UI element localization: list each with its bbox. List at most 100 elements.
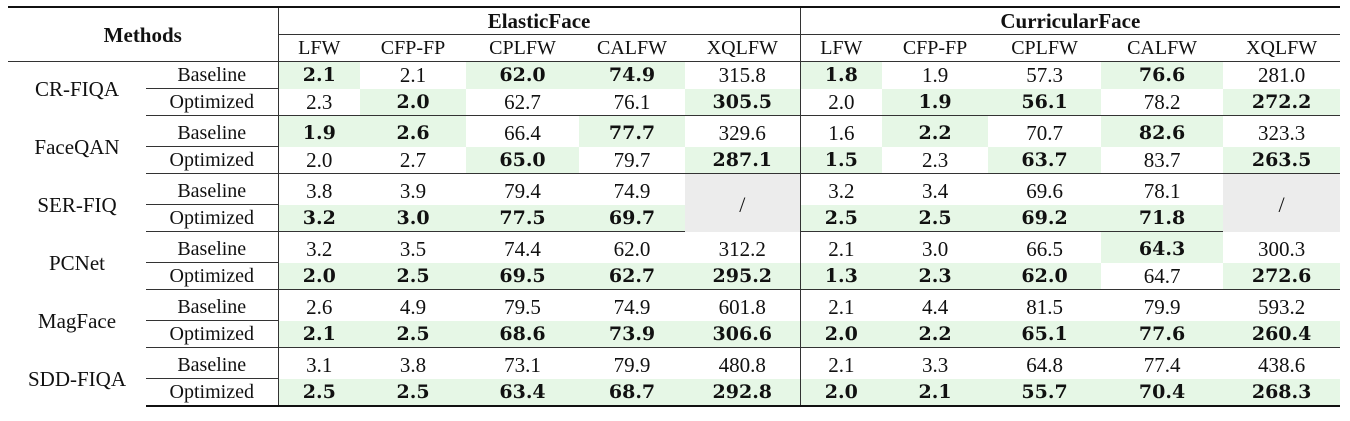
results-table: Methods ElasticFace CurricularFace LFW C… xyxy=(8,6,1341,407)
table-row: FaceQAN Baseline 1.9 2.6 66.4 77.7 329.6 1.6 2.2… xyxy=(8,115,1340,159)
not-applicable-cell: / xyxy=(685,173,801,232)
cell-curricularface-calfw: 78.2 xyxy=(1101,88,1224,116)
column-header-xqlfw: XQLFW xyxy=(685,34,801,62)
cell-elasticface-xqlfw: 287.1 xyxy=(685,146,801,174)
cell-elasticface-cfp-fp: 2.6 xyxy=(360,115,467,147)
column-header-lfw: LFW xyxy=(799,34,883,62)
baseline-label: Baseline xyxy=(146,115,279,147)
results-table-wrapper: Methods ElasticFace CurricularFace LFW C… xyxy=(8,6,1341,407)
cell-elasticface-lfw: 2.1 xyxy=(277,61,361,89)
cell-elasticface-lfw: 3.2 xyxy=(277,231,361,263)
table-row: PCNet Baseline 3.2 3.5 74.4 62.0 312.2 2.1 3.0 66… xyxy=(8,231,1340,275)
cell-curricularface-lfw: 1.5 xyxy=(799,146,883,174)
cell-curricularface-cplfw: 56.1 xyxy=(988,88,1102,116)
cell-elasticface-cplfw: 65.0 xyxy=(466,146,580,174)
method-name: PCNet xyxy=(48,250,105,275)
cell-curricularface-lfw: 2.0 xyxy=(799,88,883,116)
cell-elasticface-cplfw: 79.4 xyxy=(504,179,541,204)
cell-elasticface-cfp-fp: 2.1 xyxy=(399,63,427,88)
cell-elasticface-xqlfw: 305.5 xyxy=(685,88,801,116)
cell-curricularface-lfw: 2.0 xyxy=(799,378,883,407)
cell-curricularface-calfw: 77.4 xyxy=(1143,353,1181,378)
column-header-row: LFW CFP-FP CPLFW CALFW XQLFW LFW CFP-FP … xyxy=(8,34,1341,62)
cell-curricularface-calfw: 79.9 xyxy=(1143,295,1181,320)
cell-curricularface-cfp-fp: 2.5 xyxy=(882,204,989,232)
cell-elasticface-cplfw: 62.0 xyxy=(466,61,580,89)
cell-curricularface-cfp-fp: 2.1 xyxy=(882,378,989,407)
group-header-curricularface: CurricularFace xyxy=(799,7,1341,35)
cell-elasticface-cfp-fp: 4.9 xyxy=(399,295,427,320)
table-row: SER-FIQ Baseline 3.8 3.9 79.4 74.9/3.2 3.4 69.6… xyxy=(8,173,1341,232)
cell-curricularface-cplfw: 70.7 xyxy=(1026,121,1063,146)
cell-elasticface-xqlfw: 315.8 xyxy=(718,63,766,88)
method-name: SDD-FIQA xyxy=(27,366,126,391)
table-row: Optimized 2.0 2.7 65.0 79.7 287.1 1.5 2.3 63.7 83… xyxy=(8,146,1341,174)
cell-curricularface-lfw: 1.6 xyxy=(799,115,883,147)
optimized-label: Optimized xyxy=(146,204,279,232)
cell-elasticface-cfp-fp: 2.5 xyxy=(360,320,467,348)
cell-curricularface-cplfw: 66.5 xyxy=(1026,237,1063,262)
cell-elasticface-calfw: 62.0 xyxy=(613,237,651,262)
column-header-calfw: CALFW xyxy=(579,34,686,62)
cell-curricularface-cfp-fp: 2.3 xyxy=(882,146,989,174)
cell-curricularface-cplfw: 69.6 xyxy=(1026,179,1063,204)
cell-elasticface-lfw: 2.3 xyxy=(277,88,361,116)
cell-elasticface-lfw: 3.8 xyxy=(277,173,361,205)
column-header-cplfw: CPLFW xyxy=(466,34,580,62)
cell-elasticface-calfw: 74.9 xyxy=(613,179,651,204)
cell-curricularface-xqlfw: 260.4 xyxy=(1223,320,1341,348)
cell-curricularface-lfw: 2.0 xyxy=(799,320,883,348)
cell-elasticface-xqlfw: 312.2 xyxy=(718,237,766,261)
method-name: CR-FIQA xyxy=(34,76,119,101)
cell-curricularface-cplfw: 62.0 xyxy=(988,262,1102,290)
cell-curricularface-cfp-fp: 2.2 xyxy=(882,320,989,348)
cell-elasticface-xqlfw: 480.8 xyxy=(718,353,766,378)
table-row: Optimized 3.2 3.0 77.5 69.7 2.5 2.5 69.2 71.8 xyxy=(8,204,1340,232)
optimized-label: Optimized xyxy=(146,378,279,407)
cell-elasticface-lfw: 2.0 xyxy=(277,262,361,290)
cell-curricularface-calfw: 78.1 xyxy=(1143,179,1181,204)
cell-curricularface-cfp-fp: 2.2 xyxy=(882,115,989,147)
baseline-label: Baseline xyxy=(146,289,279,321)
cell-curricularface-cplfw: 81.5 xyxy=(1026,295,1063,320)
table-row: Optimized 2.0 2.5 69.5 62.7 295.2 1.3 2.3 62.0 64… xyxy=(8,262,1341,290)
cell-elasticface-lfw: 3.1 xyxy=(277,347,361,379)
cell-elasticface-cplfw: 69.5 xyxy=(466,262,580,290)
cell-curricularface-xqlfw: 281.0 xyxy=(1257,63,1306,88)
cell-curricularface-cfp-fp: 1.9 xyxy=(882,88,989,116)
cell-curricularface-lfw: 2.5 xyxy=(799,204,883,232)
method-name: MagFace xyxy=(37,308,117,333)
cell-curricularface-calfw: 76.6 xyxy=(1101,61,1224,89)
methods-header: Methods xyxy=(8,7,279,62)
cell-elasticface-xqlfw: 306.6 xyxy=(685,320,801,348)
cell-elasticface-cfp-fp: 3.0 xyxy=(360,204,467,232)
method-name: SER-FIQ xyxy=(37,192,117,217)
cell-elasticface-calfw: 79.7 xyxy=(579,146,686,174)
cell-curricularface-cfp-fp: 4.4 xyxy=(921,295,949,320)
table-row: MagFace Baseline 2.6 4.9 79.5 74.9 601.8 2.1 4.4… xyxy=(8,289,1340,333)
cell-elasticface-cfp-fp: 2.0 xyxy=(360,88,467,116)
cell-curricularface-lfw: 2.1 xyxy=(799,231,883,263)
table-row: SDD-FIQA Baseline 3.1 3.8 73.1 79.9 480.8 2.1 3.… xyxy=(8,347,1340,391)
cell-curricularface-cfp-fp: 3.0 xyxy=(921,237,949,262)
cell-elasticface-cfp-fp: 2.7 xyxy=(360,146,467,174)
table-row: Optimized 2.3 2.0 62.7 76.1 305.5 2.0 1.9 56.1 78… xyxy=(8,88,1341,116)
cell-curricularface-cplfw: 63.7 xyxy=(988,146,1102,174)
cell-elasticface-calfw: 79.9 xyxy=(613,353,651,378)
column-header-cfp-fp: CFP-FP xyxy=(882,34,989,62)
cell-curricularface-xqlfw: 323.3 xyxy=(1257,121,1306,146)
group-header-row: Methods ElasticFace CurricularFace xyxy=(8,7,1341,62)
group-header-elasticface: ElasticFace xyxy=(277,7,801,35)
optimized-label: Optimized xyxy=(146,262,279,290)
cell-curricularface-lfw: 1.3 xyxy=(799,262,883,290)
cell-curricularface-xqlfw: 272.6 xyxy=(1223,262,1341,290)
cell-elasticface-cplfw: 63.4 xyxy=(466,378,580,407)
column-header-xqlfw: XQLFW xyxy=(1223,34,1341,62)
cell-curricularface-calfw: 71.8 xyxy=(1101,204,1224,232)
cell-elasticface-xqlfw: 295.2 xyxy=(685,262,801,290)
cell-elasticface-lfw: 2.0 xyxy=(277,146,361,174)
baseline-label: Baseline xyxy=(146,231,279,263)
cell-elasticface-lfw: 2.6 xyxy=(277,289,361,321)
cell-elasticface-calfw: 77.7 xyxy=(579,115,686,147)
cell-curricularface-cplfw: 55.7 xyxy=(988,378,1102,407)
